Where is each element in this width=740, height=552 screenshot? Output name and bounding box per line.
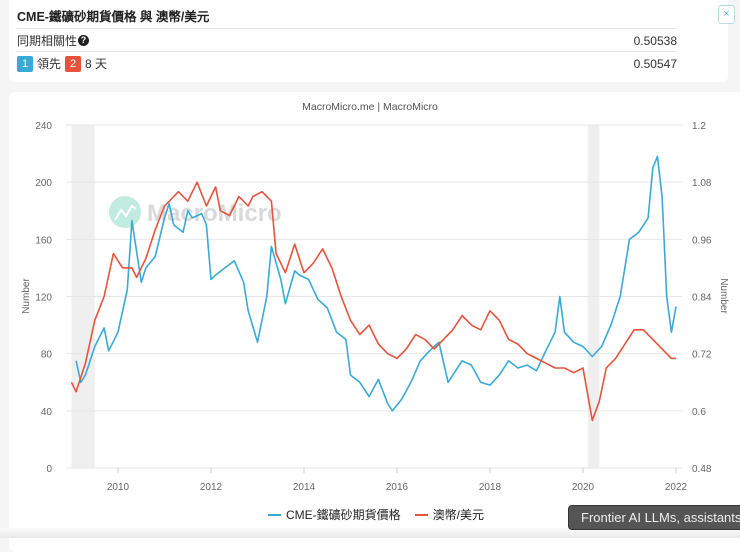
correlation-panel: CME-鐵礦砂期貨價格 與 澳幣/美元 同期相關性 ? 0.50538 1 領先…	[9, 0, 728, 82]
lead-label: 領先	[37, 57, 62, 71]
y-right-tick: 0.6	[692, 407, 706, 418]
y-right-tick: 0.72	[692, 350, 712, 361]
series-iron-ore-line	[75, 155, 677, 412]
series1-badge: 1	[17, 55, 33, 72]
chart-legend: CME-鐵礦砂期貨價格 澳幣/美元	[268, 506, 498, 523]
x-tick: 2022	[665, 482, 688, 493]
x-tick: 2016	[386, 482, 409, 493]
legend-label: 澳幣/美元	[432, 508, 485, 522]
watermark-logo: MacroMicro	[109, 196, 282, 228]
y-right-tick: 1.08	[692, 178, 712, 189]
toast-notification[interactable]: Frontier AI LLMs, assistants	[568, 505, 740, 530]
y-left-tick: 200	[35, 178, 52, 189]
legend-item-iron-ore[interactable]: CME-鐵礦砂期貨價格	[268, 506, 401, 523]
legend-item-aud-usd[interactable]: 澳幣/美元	[414, 506, 485, 523]
lead-correlation-value: 0.50547	[633, 56, 677, 71]
y-left-tick: 240	[35, 121, 52, 132]
y-right-tick: 0.48	[692, 464, 712, 475]
correlation-row: 同期相關性 ? 0.50538	[17, 28, 677, 52]
lead-days-label: 8 天	[85, 57, 108, 71]
correlation-label: 同期相關性	[17, 34, 78, 48]
correlation-value: 0.50538	[633, 33, 677, 48]
legend-label: CME-鐵礦砂期貨價格	[286, 508, 401, 522]
y-left-tick: 40	[41, 407, 53, 418]
y-left-tick: 120	[35, 293, 52, 304]
y-axis-title-right: Number	[718, 278, 729, 314]
series2-badge: 2	[65, 55, 82, 72]
line-chart: 0 40 80 120 160 200 240 0.48 0.6 0.72 0.84 0.96 1.08…	[21, 121, 729, 493]
legend-swatch-red	[414, 513, 428, 516]
chart-source: MacroMicro.me | MacroMicro	[302, 101, 438, 113]
y-axis-title-left: Number	[21, 278, 32, 314]
chart-card	[9, 92, 740, 552]
series-aud-usd-line	[70, 181, 676, 422]
y-right-tick: 0.96	[692, 235, 712, 246]
panel-title: CME-鐵礦砂期貨價格 與 澳幣/美元	[17, 10, 210, 24]
legend-swatch-blue	[268, 513, 281, 516]
y-right-tick: 0.84	[692, 293, 712, 304]
help-icon[interactable]: ?	[78, 35, 90, 46]
x-tick: 2014	[293, 482, 316, 493]
y-left-tick: 0	[46, 464, 52, 475]
x-tick: 2012	[200, 482, 223, 493]
close-button[interactable]: ×	[718, 5, 735, 24]
y-left-tick: 160	[35, 235, 52, 246]
y-right-tick: 1.2	[692, 121, 706, 132]
x-tick: 2018	[479, 482, 502, 493]
y-left-tick: 80	[41, 350, 53, 361]
lead-correlation-row: 1 領先 2 8 天 0.50547	[17, 51, 677, 75]
bottom-fade	[0, 528, 740, 538]
x-tick: 2010	[107, 482, 130, 493]
x-tick: 2020	[572, 482, 595, 493]
